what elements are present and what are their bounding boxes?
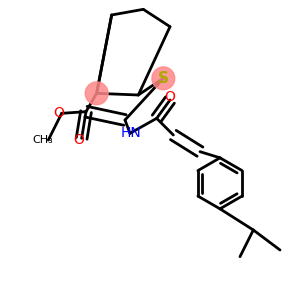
Circle shape [152, 67, 175, 90]
Text: O: O [53, 106, 64, 120]
Text: CH₃: CH₃ [32, 135, 53, 145]
Circle shape [85, 82, 108, 105]
Text: O: O [165, 90, 176, 104]
Text: O: O [73, 133, 84, 147]
Text: HN: HN [121, 126, 142, 140]
Text: S: S [158, 71, 169, 86]
